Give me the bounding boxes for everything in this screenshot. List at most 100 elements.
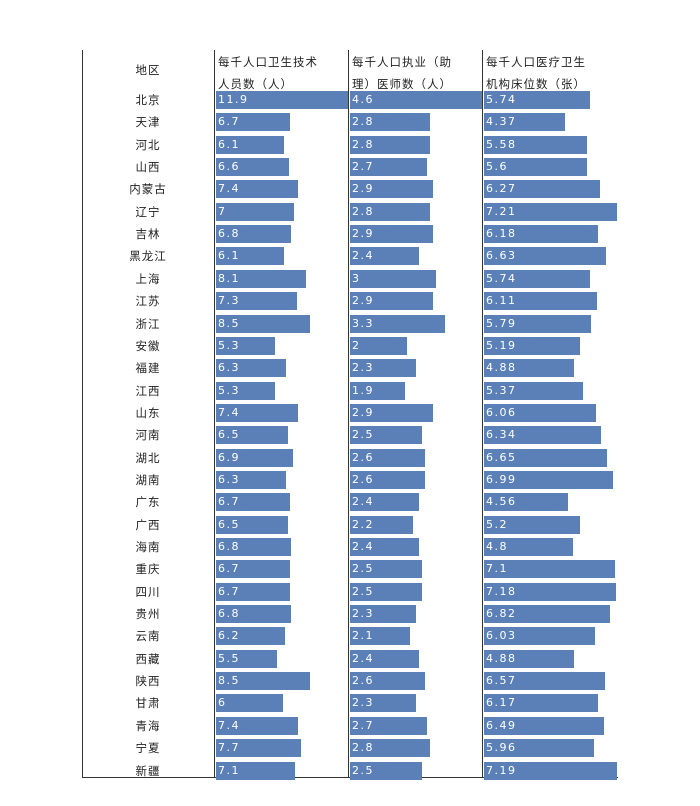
- bar-value-label: 5.58: [486, 137, 517, 151]
- bar-value-label: 8.1: [218, 271, 240, 285]
- bar: [484, 426, 601, 445]
- column-divider: [214, 50, 215, 777]
- bar-value-label: 6.8: [218, 607, 240, 621]
- bar: [484, 292, 597, 311]
- bar-value-label: 2.5: [352, 428, 374, 442]
- region-label: 陕西: [135, 674, 161, 689]
- bar-value-label: 2.6: [352, 472, 374, 486]
- region-label: 重庆: [135, 562, 161, 577]
- bar-value-label: 6.7: [218, 584, 240, 598]
- bar: [216, 448, 293, 467]
- bar-value-label: 7: [218, 204, 227, 218]
- region-label: 山西: [135, 160, 161, 175]
- bar-value-label: 5.3: [218, 338, 240, 352]
- bar: [484, 672, 605, 691]
- bar-value-label: 4.88: [486, 651, 517, 665]
- bar: [216, 470, 286, 489]
- bar-value-label: 7.3: [218, 294, 240, 308]
- bar-value-label: 6.06: [486, 405, 517, 419]
- bar: [484, 627, 595, 646]
- header-line: 机构床位数（张）: [486, 77, 586, 91]
- bar: [216, 359, 286, 378]
- bar: [484, 739, 594, 758]
- bar: [350, 649, 419, 668]
- bar: [216, 761, 295, 780]
- column-header-physicians: 每千人口执业（助 理）医师数（人）: [352, 51, 452, 95]
- bar-value-label: 6.57: [486, 674, 517, 688]
- bar: [484, 560, 615, 579]
- bar: [484, 694, 598, 713]
- bar: [350, 672, 425, 691]
- bar-value-label: 6.5: [218, 517, 240, 531]
- bar-value-label: 6.7: [218, 495, 240, 509]
- bar-value-label: 6.3: [218, 361, 240, 375]
- bar: [350, 426, 422, 445]
- bar: [484, 158, 587, 177]
- bar: [350, 202, 430, 221]
- bar: [484, 515, 580, 534]
- bar: [484, 538, 573, 556]
- bar: [484, 649, 574, 668]
- bar: [216, 694, 283, 713]
- bar: [350, 403, 433, 422]
- bar-value-label: 2.5: [352, 562, 374, 576]
- region-label: 河北: [135, 137, 161, 152]
- bar-value-label: 6.5: [218, 428, 240, 442]
- bar: [484, 225, 598, 244]
- bar: [484, 247, 606, 266]
- bar: [350, 292, 433, 311]
- region-label: 河南: [135, 428, 161, 443]
- bar: [484, 493, 568, 512]
- bar-value-label: 2.9: [352, 405, 374, 419]
- bar-value-label: 6.8: [218, 540, 240, 553]
- bar-value-label: 5.79: [486, 316, 517, 330]
- bar: [350, 158, 427, 177]
- bar-value-label: 6.2: [218, 629, 240, 643]
- bar-value-label: 6.18: [486, 227, 517, 241]
- header-line: 理）医师数（人）: [352, 77, 452, 91]
- table-left-border: [82, 50, 83, 777]
- bar-value-label: 6.82: [486, 607, 517, 621]
- region-label: 四川: [135, 584, 161, 599]
- bar: [216, 158, 289, 177]
- region-label: 天津: [135, 115, 161, 130]
- bar-value-label: 5.6: [486, 160, 508, 174]
- bar: [350, 448, 425, 467]
- bar: [216, 135, 284, 154]
- bar-value-label: 4.56: [486, 495, 517, 509]
- region-label: 贵州: [135, 607, 161, 622]
- bar: [350, 627, 410, 646]
- region-label: 浙江: [135, 316, 161, 331]
- bar-value-label: 5.2: [486, 517, 508, 531]
- bar-value-label: 6.17: [486, 696, 517, 710]
- bar-value-label: 7.4: [218, 182, 240, 196]
- bar-value-label: 2.4: [352, 651, 374, 665]
- bar-value-label: 2: [352, 338, 361, 352]
- bar: [350, 269, 436, 288]
- bar: [484, 470, 613, 489]
- region-label: 安徽: [135, 338, 161, 353]
- bar-value-label: 6.27: [486, 182, 517, 196]
- region-label: 上海: [135, 271, 161, 286]
- region-label: 海南: [135, 540, 161, 554]
- bar-value-label: 8.5: [218, 316, 240, 330]
- bar-value-label: 3.3: [352, 316, 374, 330]
- bar-value-label: 6.1: [218, 137, 240, 151]
- bar-value-label: 5.74: [486, 93, 517, 106]
- region-label: 甘肃: [135, 696, 161, 711]
- region-label: 北京: [135, 93, 161, 107]
- bar-value-label: 2.9: [352, 227, 374, 241]
- bar-value-label: 7.19: [486, 763, 517, 777]
- bar-value-label: 2.3: [352, 361, 374, 375]
- region-label: 山东: [135, 405, 161, 420]
- bar-value-label: 6: [218, 696, 227, 710]
- bar: [216, 493, 290, 512]
- region-label: 宁夏: [135, 741, 161, 756]
- bar: [216, 716, 298, 735]
- bar: [350, 605, 416, 624]
- bar: [350, 716, 427, 735]
- bar: [216, 91, 348, 109]
- bar: [350, 135, 430, 154]
- bar: [484, 716, 604, 735]
